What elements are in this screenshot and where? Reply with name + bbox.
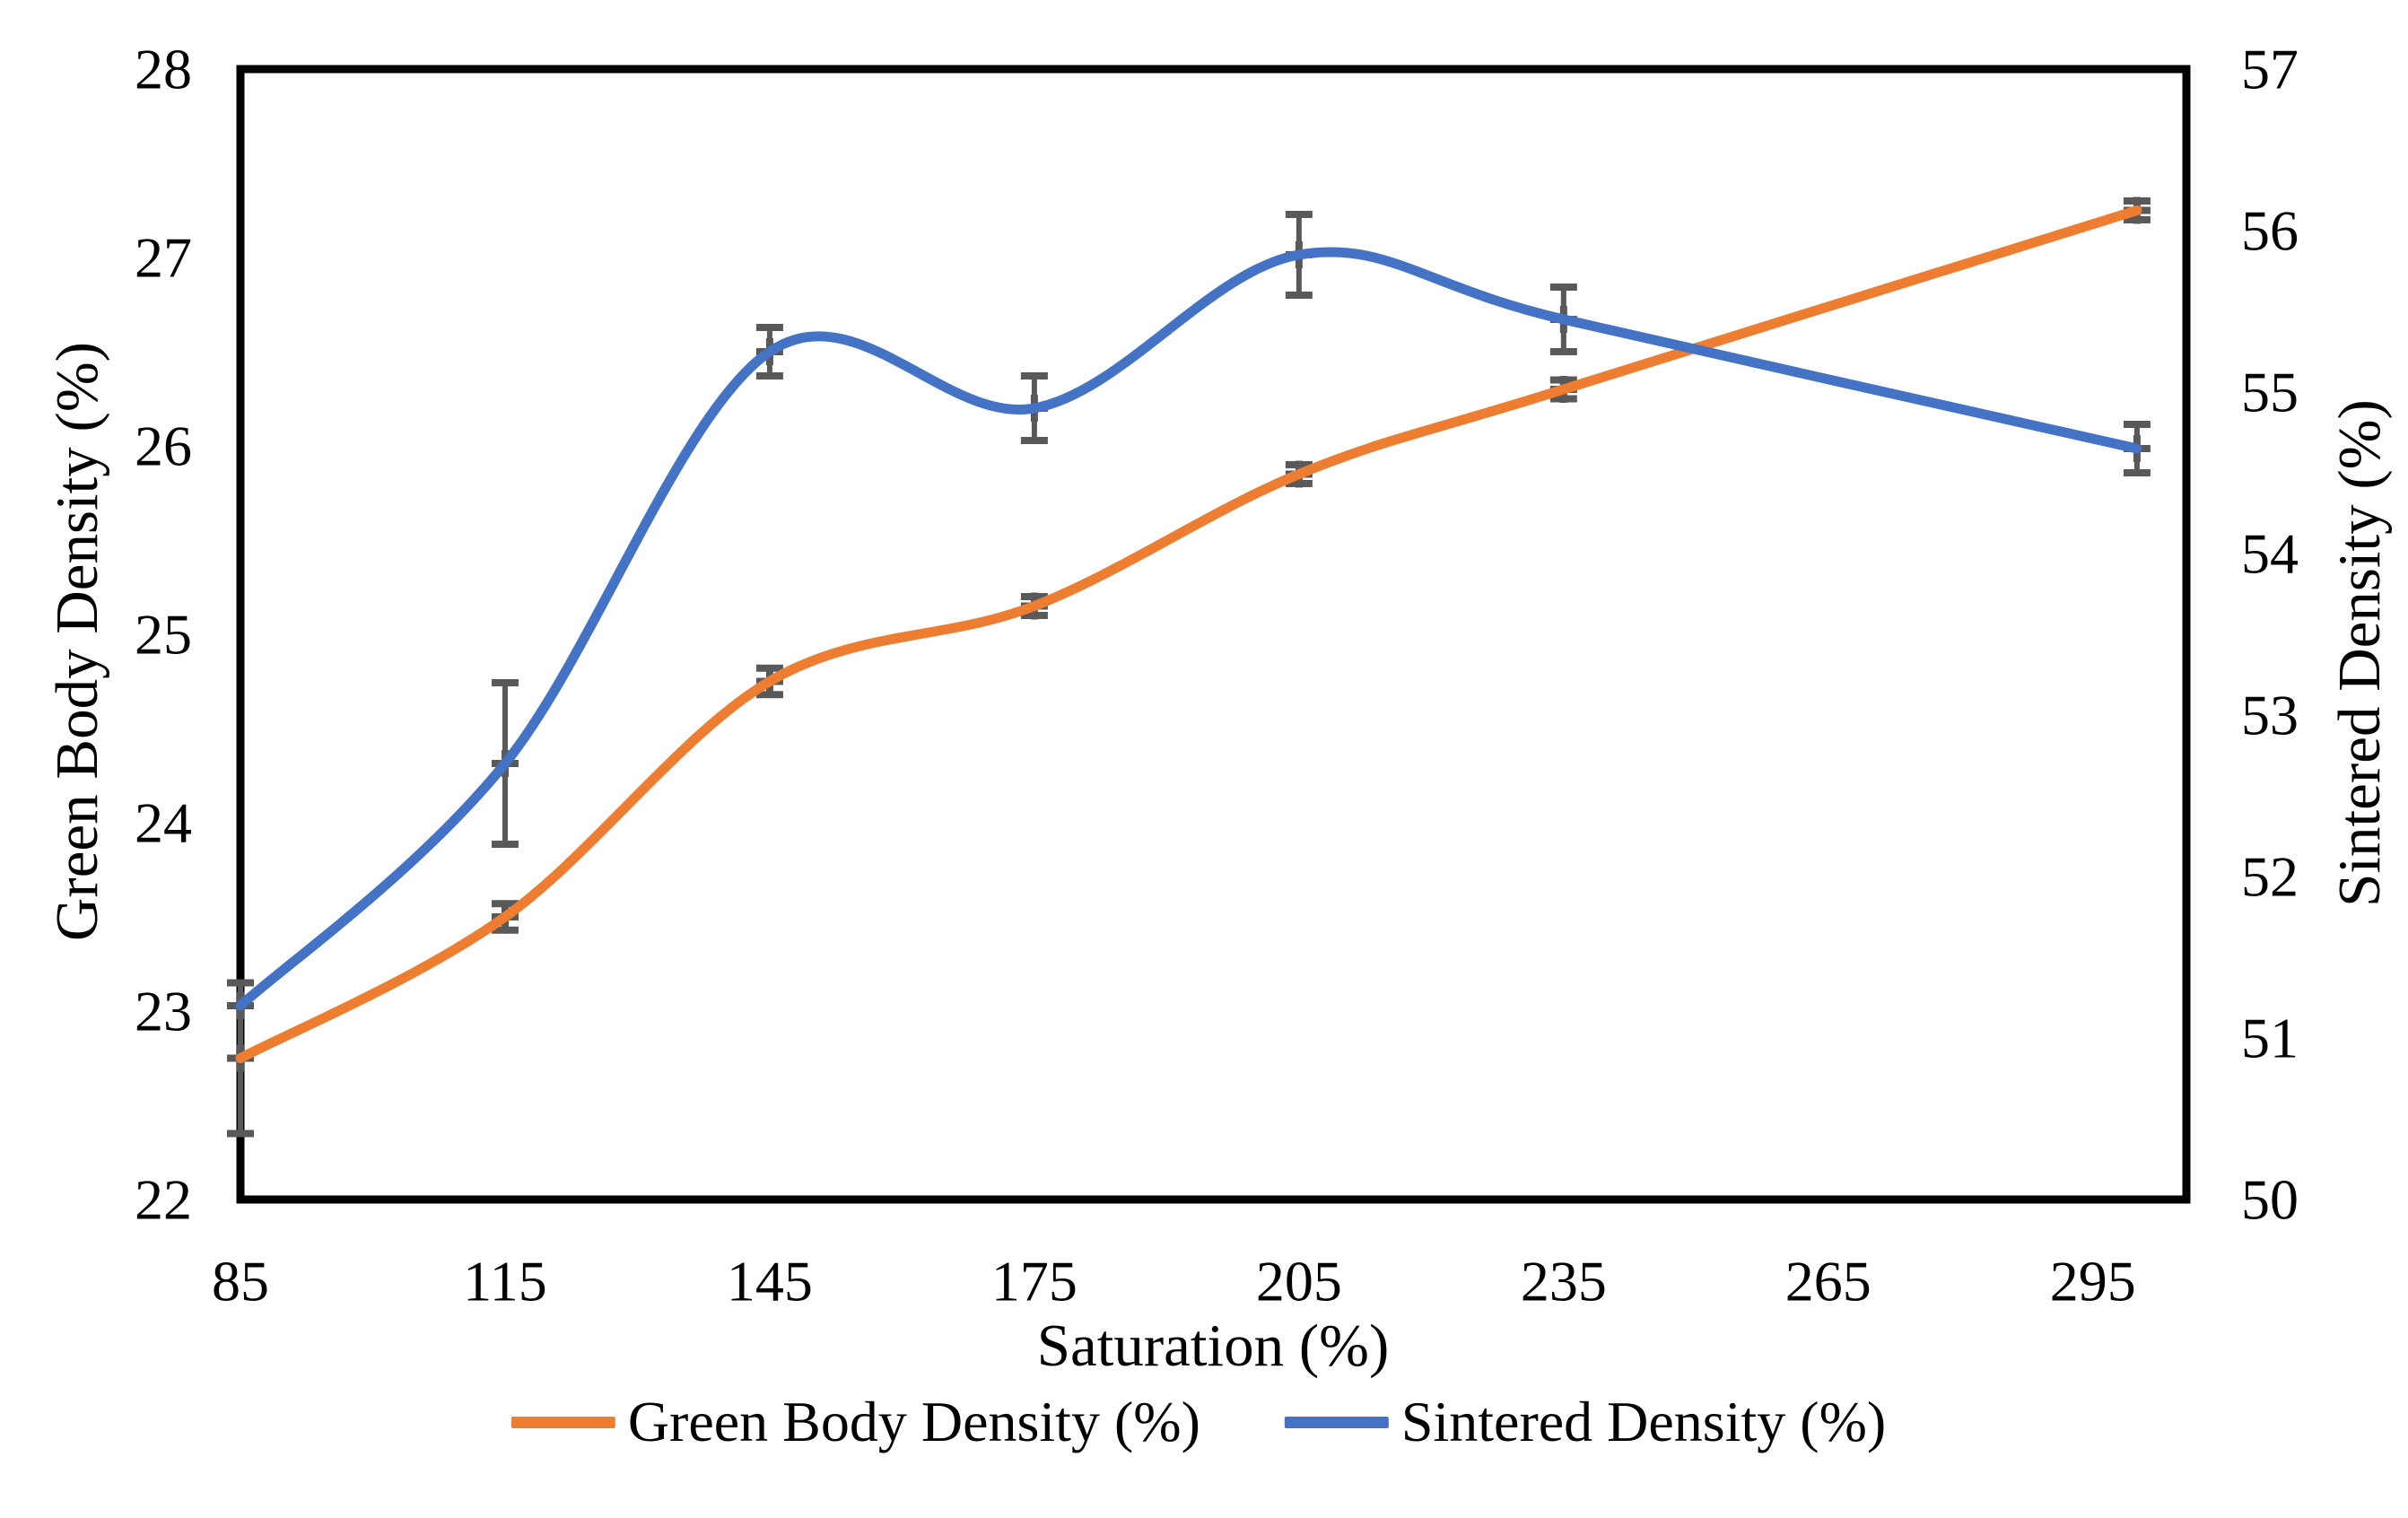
series-line-sintered-density (235, 247, 2142, 1011)
legend-label-sintered-density: Sintered Density (%) (1400, 1390, 1887, 1453)
left-axis-tick-label: 24 (135, 791, 192, 855)
x-axis-tick-label: 175 (991, 1250, 1077, 1313)
legend-swatch-sintered-density-icon (1284, 1416, 1389, 1428)
plot-border (236, 65, 2191, 1204)
legend-item-sintered-density: Sintered Density (%) (1284, 1389, 1887, 1455)
chart-legend: Green Body Density (%) Sintered Density … (510, 1389, 1887, 1455)
right-axis-tick-label: 55 (2241, 361, 2299, 424)
left-axis-tick-label: 25 (135, 603, 192, 667)
left-axis-tick-label: 27 (135, 226, 192, 290)
right-axis-tick-label: 51 (2241, 1007, 2299, 1070)
x-axis-tick-label: 115 (463, 1250, 547, 1313)
right-axis-tick-label: 56 (2241, 199, 2299, 263)
left-axis-tick-label: 28 (135, 38, 192, 101)
left-axis-tick-label: 22 (135, 1168, 192, 1232)
left-axis-tick-label: 26 (135, 414, 192, 478)
left-axis-tick-label: 23 (135, 980, 192, 1043)
left-axis-title: Green Body Density (%) (43, 342, 110, 941)
x-axis-tick-label: 265 (1785, 1250, 1871, 1313)
x-axis-title: Saturation (%) (1036, 1313, 1390, 1379)
error-bars-green-body (227, 197, 2151, 1138)
series-line-green-body-density (235, 205, 2142, 1063)
legend-item-green-body-density: Green Body Density (%) (510, 1389, 1200, 1455)
right-axis-title: Sintered Density (%) (2325, 399, 2393, 907)
legend-label-green-body-density: Green Body Density (%) (627, 1390, 1200, 1453)
right-axis-tick-label: 50 (2241, 1168, 2299, 1232)
right-axis-tick-label: 57 (2241, 38, 2299, 101)
right-axis-tick-label: 53 (2241, 684, 2299, 747)
markers-green-body (227, 196, 2151, 1072)
error-bars-sintered (491, 211, 2151, 848)
x-axis-tick-label: 205 (1256, 1250, 1342, 1313)
x-axis-tick-label: 295 (2050, 1250, 2136, 1313)
legend-swatch-green-body-density-icon (510, 1416, 615, 1428)
x-axis-tick-label: 85 (212, 1250, 269, 1313)
right-axis-tick-label: 54 (2241, 522, 2299, 586)
x-axis-tick-label: 235 (1521, 1250, 1607, 1313)
right-axis-tick-label: 52 (2241, 845, 2299, 909)
x-axis-tick-label: 145 (727, 1250, 813, 1313)
